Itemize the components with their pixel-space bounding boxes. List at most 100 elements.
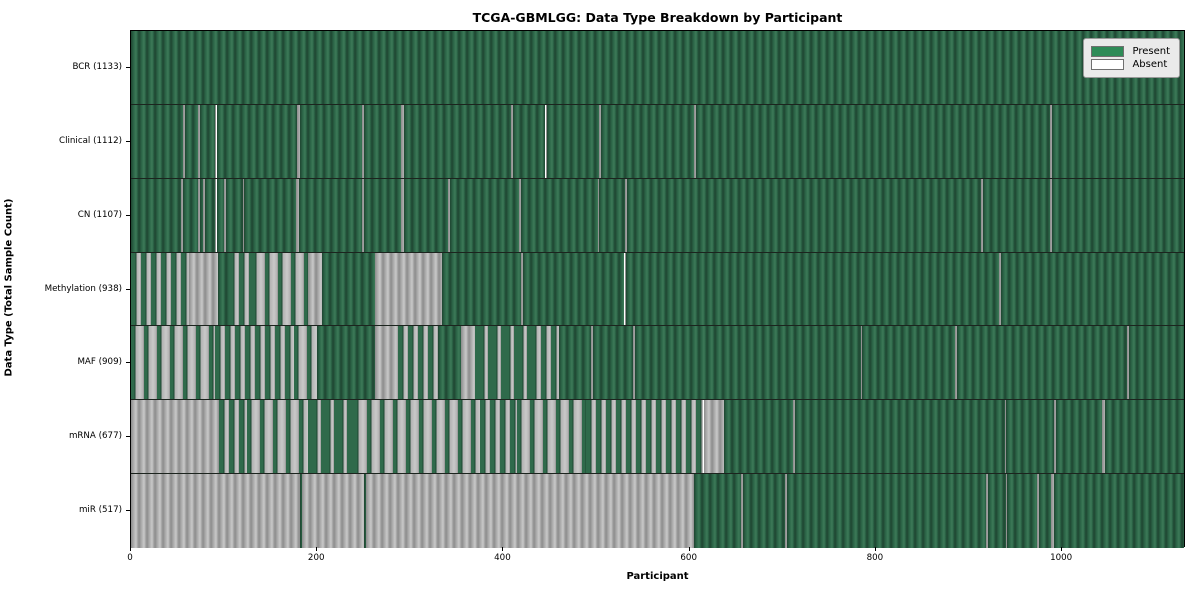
row-segment bbox=[296, 178, 300, 252]
row-segment bbox=[634, 326, 861, 400]
x-tick-mark bbox=[874, 547, 876, 551]
row-segment bbox=[131, 252, 189, 326]
row-segment bbox=[460, 326, 475, 400]
row-segment bbox=[131, 326, 215, 400]
row-segment bbox=[627, 178, 982, 252]
row-segment bbox=[219, 400, 248, 474]
row-segment bbox=[316, 326, 376, 400]
row-segment bbox=[404, 104, 512, 178]
row-segment bbox=[362, 178, 365, 252]
row-segment bbox=[792, 400, 795, 474]
row-segment bbox=[586, 400, 704, 474]
row-segment bbox=[624, 252, 627, 326]
row-segment bbox=[523, 252, 625, 326]
row-segment bbox=[957, 326, 1128, 400]
row-segment bbox=[785, 474, 788, 548]
y-tick-mark bbox=[126, 510, 130, 512]
row-segment bbox=[981, 178, 984, 252]
y-tick-label-miR: miR (517) bbox=[78, 505, 122, 516]
y-tick-label-Clinical: Clinical (1112) bbox=[59, 135, 122, 146]
row-segment bbox=[1052, 104, 1184, 178]
row-segment bbox=[696, 104, 1051, 178]
row-segment bbox=[299, 178, 363, 252]
row-segment bbox=[364, 178, 402, 252]
y-tick-mark bbox=[126, 214, 130, 216]
row-band-mRNA bbox=[131, 400, 1184, 475]
row-segment bbox=[794, 400, 1005, 474]
legend-label-absent: Absent bbox=[1132, 59, 1168, 70]
y-tick-label-BCR: BCR (1133) bbox=[72, 61, 122, 72]
row-segment bbox=[225, 178, 243, 252]
row-segment bbox=[999, 252, 1001, 326]
x-tick-mark bbox=[1061, 547, 1063, 551]
row-segment bbox=[131, 104, 184, 178]
row-segment bbox=[1052, 178, 1184, 252]
row-segment bbox=[251, 252, 308, 326]
row-segment bbox=[197, 178, 200, 252]
row-segment bbox=[1050, 104, 1052, 178]
x-tick-label-1000: 1000 bbox=[1050, 553, 1073, 563]
row-segment bbox=[1105, 400, 1184, 474]
row-segment bbox=[599, 178, 626, 252]
row-segment bbox=[1007, 474, 1038, 548]
row-segment bbox=[437, 326, 461, 400]
row-segment bbox=[447, 178, 450, 252]
row-segment bbox=[205, 178, 215, 252]
chart-title: TCGA-GBMLGG: Data Type Breakdown by Part… bbox=[472, 10, 843, 25]
x-tick-mark bbox=[316, 547, 318, 551]
row-band-Clinical bbox=[131, 104, 1184, 179]
row-segment bbox=[1102, 400, 1105, 474]
row-segment bbox=[184, 104, 198, 178]
y-tick-label-MAF: MAF (909) bbox=[77, 357, 122, 368]
row-segment bbox=[181, 178, 184, 252]
row-segment bbox=[742, 474, 786, 548]
row-segment bbox=[401, 178, 405, 252]
y-axis-label: Data Type (Total Sample Count) bbox=[3, 198, 15, 377]
present-swatch-icon bbox=[1091, 46, 1125, 57]
row-segment bbox=[694, 104, 697, 178]
row-segment bbox=[1006, 400, 1054, 474]
row-segment bbox=[307, 400, 355, 474]
row-segment bbox=[293, 326, 317, 400]
legend-item-present: Present bbox=[1091, 46, 1170, 57]
row-segment bbox=[511, 104, 513, 178]
row-segment bbox=[183, 178, 198, 252]
row-segment bbox=[986, 474, 988, 548]
row-segment bbox=[449, 178, 520, 252]
row-segment bbox=[321, 252, 376, 326]
row-segment bbox=[199, 178, 204, 252]
row-segment bbox=[1000, 252, 1184, 326]
row-segment bbox=[131, 400, 220, 474]
row-segment bbox=[307, 252, 322, 326]
legend: Present Absent bbox=[1083, 38, 1180, 78]
row-segment bbox=[223, 178, 226, 252]
row-segment bbox=[1051, 474, 1054, 548]
y-tick-mark bbox=[126, 288, 130, 290]
row-segment bbox=[694, 474, 741, 548]
row-segment bbox=[366, 474, 695, 548]
row-segment bbox=[474, 326, 531, 400]
row-segment bbox=[131, 31, 1184, 104]
row-segment bbox=[244, 178, 297, 252]
x-axis-label: Participant bbox=[626, 571, 689, 582]
row-segment bbox=[862, 326, 956, 400]
x-tick-label-400: 400 bbox=[494, 553, 511, 563]
y-tick-mark bbox=[126, 362, 130, 364]
legend-item-absent: Absent bbox=[1091, 59, 1170, 70]
plot-area bbox=[130, 30, 1185, 548]
row-segment bbox=[404, 178, 448, 252]
row-segment bbox=[1127, 326, 1130, 400]
row-segment bbox=[183, 104, 185, 178]
row-segment bbox=[300, 474, 302, 548]
row-segment bbox=[601, 104, 695, 178]
row-segment bbox=[740, 474, 743, 548]
row-segment bbox=[547, 104, 600, 178]
row-segment bbox=[558, 326, 592, 400]
x-tick-mark bbox=[688, 547, 690, 551]
row-band-miR bbox=[131, 474, 1184, 548]
row-segment bbox=[1050, 178, 1052, 252]
row-segment bbox=[955, 326, 958, 400]
row-segment bbox=[599, 104, 602, 178]
row-segment bbox=[247, 400, 308, 474]
row-segment bbox=[703, 400, 724, 474]
